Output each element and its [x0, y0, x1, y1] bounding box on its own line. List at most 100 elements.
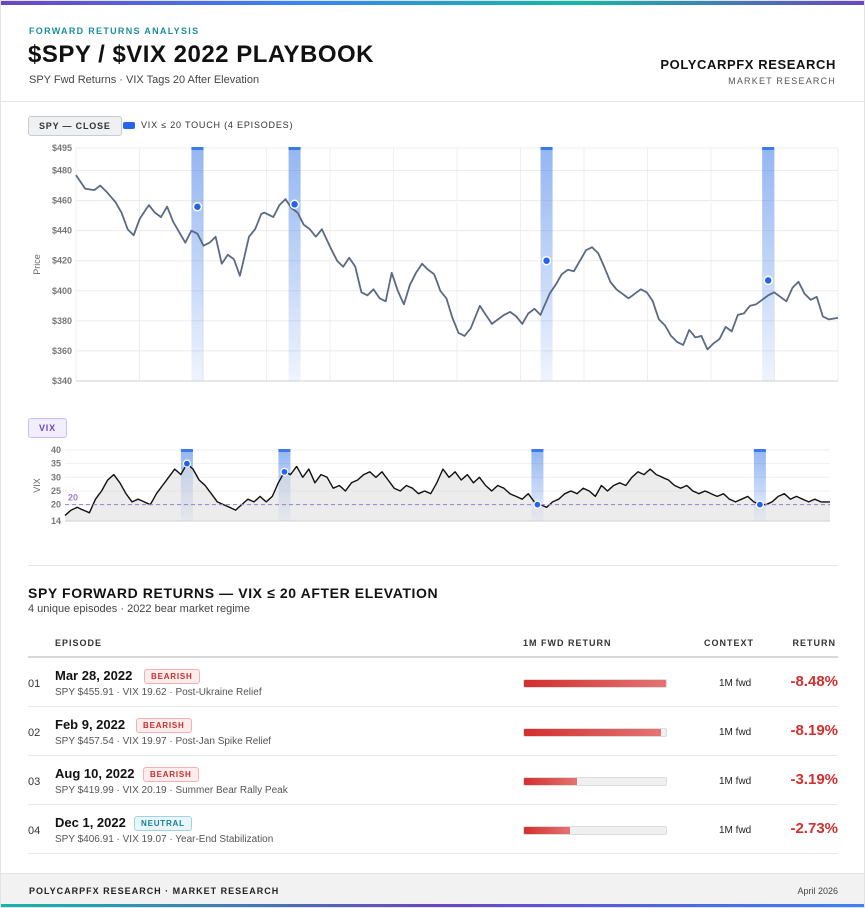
spy-price-chart: $340 $360 $380 $400 $420 $440 $460 $480 $495 Pric… — [32, 143, 839, 386]
episode-marker — [280, 467, 289, 476]
section-divider — [28, 565, 838, 566]
page-title: $SPY / $VIX 2022 PLAYBOOK — [28, 41, 375, 68]
return-value: -8.19% — [790, 722, 838, 739]
episode-band-cap — [531, 449, 544, 452]
footer-brand: POLYCARPFX RESEARCH · MARKET RESEARCH — [29, 886, 280, 896]
col-header-fwd-return: 1M FWD RETURN — [523, 638, 612, 648]
return-value: -2.73% — [790, 820, 838, 837]
row-number: 02 — [28, 727, 41, 739]
col-header-episode: EPISODE — [55, 638, 103, 648]
return-value: -3.19% — [790, 771, 838, 788]
y-tick-label: $480 — [52, 166, 72, 176]
episode-marker — [541, 256, 552, 266]
y-tick-label: 30 — [51, 472, 61, 482]
y-tick-label: $495 — [52, 143, 72, 153]
footer-date: April 2026 — [797, 886, 838, 896]
vix-area-fill — [65, 463, 830, 521]
episodes-legend: VIX ≤ 20 TOUCH (4 EPISODES) — [123, 120, 293, 130]
episode-date: Feb 9, 2022 — [55, 717, 126, 732]
threshold-label: 20 — [68, 493, 78, 503]
regime-badge: BEARISH — [143, 767, 199, 782]
episode-band-cap — [278, 449, 291, 452]
table-header-rule — [28, 656, 838, 658]
return-bar — [523, 679, 667, 688]
y-tick-label: $340 — [52, 376, 72, 386]
brand-subtitle: MARKET RESEARCH — [728, 76, 836, 86]
episode-band-cap — [288, 147, 301, 150]
episode-detail: SPY $406.91 · VIX 19.07 · Year-End Stabi… — [55, 834, 274, 845]
footer: POLYCARPFX RESEARCH · MARKET RESEARCH Ap… — [1, 873, 864, 906]
y-tick-label: $460 — [52, 196, 72, 206]
context-label: 1M fwd — [719, 727, 752, 738]
accent-top-bar — [1, 1, 864, 5]
episode-band-cap — [180, 449, 193, 452]
episode-date: Dec 1, 2022 — [55, 815, 126, 830]
episode-band-swatch — [123, 121, 135, 129]
table-row[interactable]: 01 Mar 28, 2022 BEARISH SPY $455.91 · VI… — [28, 658, 838, 707]
episode-detail: SPY $419.99 · VIX 20.19 · Summer Bear Ra… — [55, 785, 288, 796]
eyebrow-label: FORWARD RETURNS ANALYSIS — [29, 26, 200, 36]
return-bar — [523, 777, 667, 786]
table-row[interactable]: 02 Feb 9, 2022 BEARISH SPY $457.54 · VIX… — [28, 707, 838, 756]
return-value: -8.48% — [790, 673, 838, 690]
regime-badge: NEUTRAL — [134, 816, 192, 831]
y-axis-label: Price — [32, 254, 42, 275]
episode-band-cap — [191, 147, 204, 150]
episode-marker — [755, 500, 765, 509]
row-number: 03 — [28, 776, 41, 788]
table-row[interactable]: 04 Dec 1, 2022 NEUTRAL SPY $406.91 · VIX… — [28, 805, 838, 854]
episode-detail: SPY $455.91 · VIX 19.62 · Post-Ukraine R… — [55, 687, 262, 698]
episode-marker — [182, 459, 192, 468]
col-header-return: RETURN — [792, 638, 836, 648]
context-label: 1M fwd — [719, 678, 752, 689]
vix-chart: 14 20 25 30 35 40 VIX 20 — [32, 445, 830, 526]
episode-band-cap — [753, 449, 766, 452]
table-row[interactable]: 03 Aug 10, 2022 BEARISH SPY $419.99 · VI… — [28, 756, 838, 805]
episode-band — [762, 148, 775, 381]
episode-date: Aug 10, 2022 — [55, 766, 135, 781]
y-tick-label: $440 — [52, 226, 72, 236]
accent-bottom-bar — [1, 904, 864, 907]
page-subtitle: SPY Fwd Returns · VIX Tags 20 After Elev… — [29, 74, 260, 86]
episode-marker — [533, 500, 542, 509]
context-label: 1M fwd — [719, 825, 752, 836]
episode-detail: SPY $457.54 · VIX 19.97 · Post-Jan Spike… — [55, 736, 272, 747]
context-label: 1M fwd — [719, 776, 752, 787]
col-header-context: CONTEXT — [704, 638, 755, 648]
y-tick-label: $400 — [52, 286, 72, 296]
brand-name: POLYCARPFX RESEARCH — [660, 57, 836, 72]
return-bar — [523, 728, 667, 737]
table-subtitle: 4 unique episodes · 2022 bear market reg… — [28, 603, 250, 615]
table-title: SPY FORWARD RETURNS — VIX ≤ 20 AFTER ELE… — [28, 585, 439, 601]
vix-series-chip[interactable]: VIX — [28, 418, 67, 438]
header-divider — [1, 101, 864, 102]
vix-line — [64, 463, 830, 517]
spy-price-line — [75, 174, 839, 351]
return-bar-fill — [524, 778, 578, 785]
row-number: 01 — [28, 678, 41, 690]
episodes-legend-label: VIX ≤ 20 TOUCH (4 EPISODES) — [141, 120, 294, 130]
y-tick-label: 35 — [51, 459, 61, 469]
episode-marker — [763, 275, 773, 286]
y-tick-label: $380 — [52, 316, 72, 326]
y-tick-label: 14 — [51, 516, 61, 526]
regime-badge: BEARISH — [136, 718, 192, 733]
spy-series-chip[interactable]: SPY — CLOSE — [28, 116, 122, 136]
return-bar-fill — [524, 729, 662, 736]
y-tick-label: 40 — [51, 445, 61, 455]
episode-marker — [192, 202, 203, 212]
return-bar — [523, 826, 667, 835]
episode-band-cap — [762, 147, 775, 150]
y-tick-label: 20 — [51, 500, 61, 510]
return-bar-fill — [524, 680, 666, 687]
return-bar-fill — [524, 827, 570, 834]
y-axis-label: VIX — [32, 478, 42, 493]
regime-badge: BEARISH — [144, 669, 200, 684]
y-tick-label: $360 — [52, 346, 72, 356]
y-tick-label: 25 — [51, 486, 61, 496]
y-tick-label: $420 — [52, 256, 72, 266]
row-number: 04 — [28, 825, 41, 837]
episode-marker — [289, 199, 300, 210]
episode-band-cap — [540, 147, 553, 150]
